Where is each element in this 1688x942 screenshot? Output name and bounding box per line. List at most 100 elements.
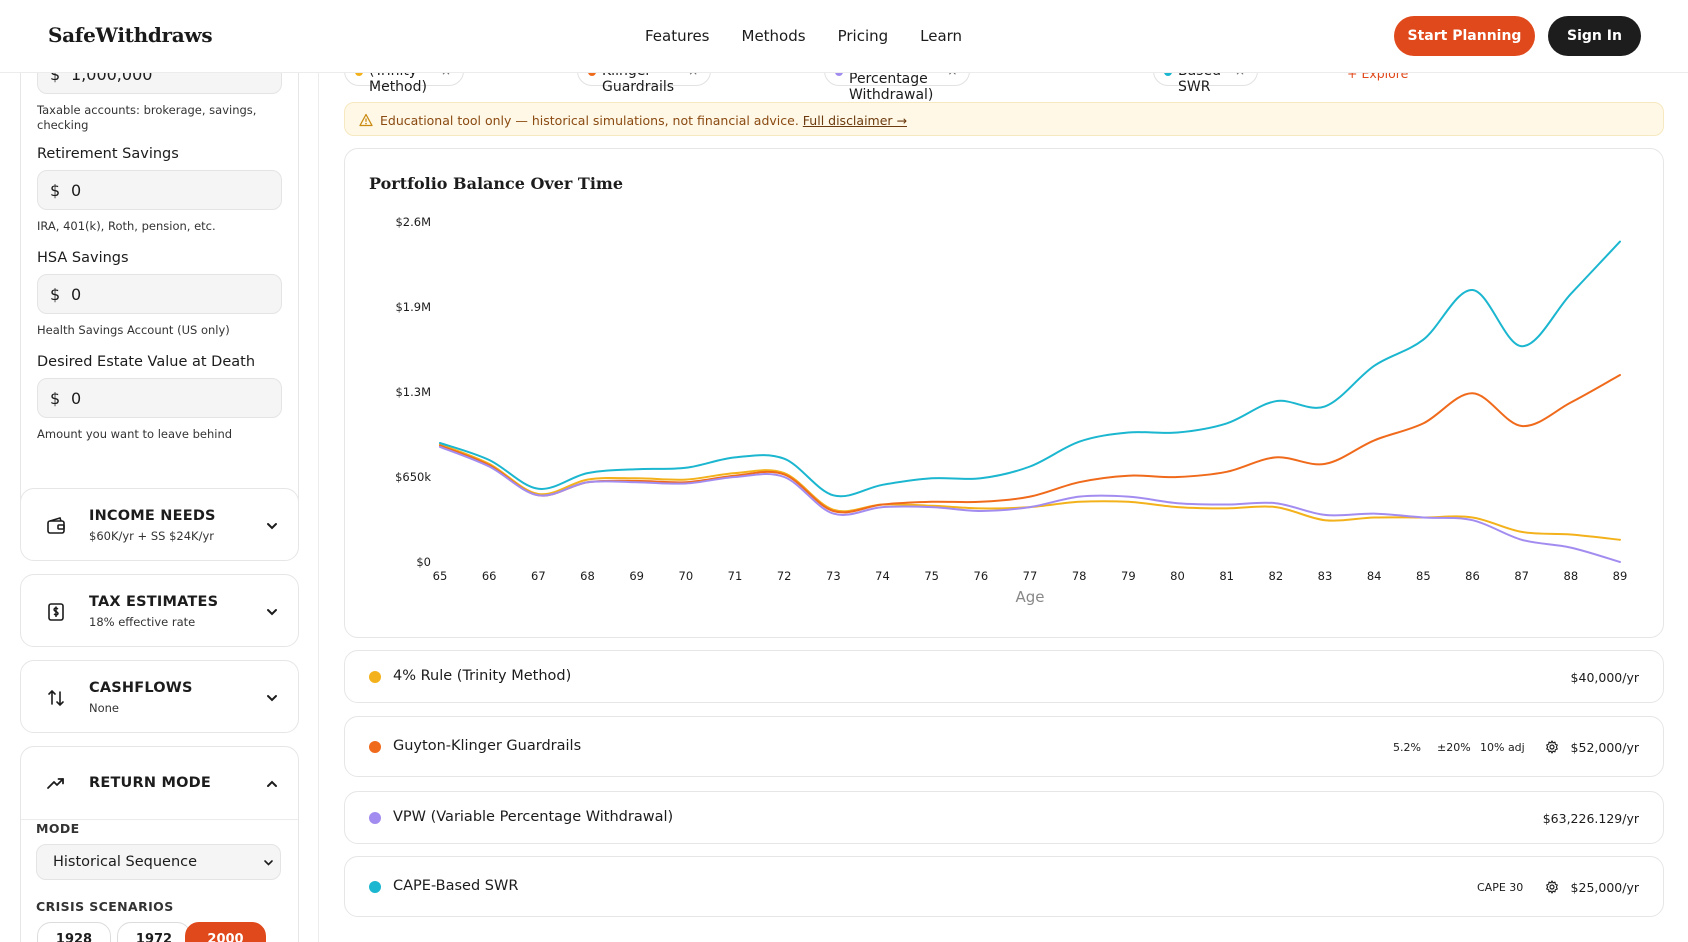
nav-overlay-left <box>0 0 320 73</box>
mode-select[interactable]: Historical Sequence <box>36 844 281 880</box>
currency-symbol: $ <box>50 73 61 84</box>
disclaimer-text-wrap: Educational tool only — historical simul… <box>380 113 907 128</box>
trending-up-icon <box>47 778 64 789</box>
chevron-down-icon[interactable] <box>265 605 279 619</box>
x-tick-label: 68 <box>580 569 595 583</box>
sign-in-button[interactable]: Sign In <box>1548 16 1641 56</box>
estate-value-input[interactable]: $ 0 <box>37 378 282 418</box>
x-tick-label: 75 <box>924 569 939 583</box>
x-tick-label: 78 <box>1072 569 1087 583</box>
currency-symbol: $ <box>50 285 61 304</box>
disclaimer-banner: Educational tool only — historical simul… <box>344 102 1664 136</box>
method-row-guyton-klinger[interactable]: Guyton-Klinger Guardrails 5.2% ±20% 10% … <box>344 716 1664 777</box>
retirement-savings-help: IRA, 401(k), Roth, pension, etc. <box>37 219 216 233</box>
hsa-savings-help: Health Savings Account (US only) <box>37 323 230 337</box>
retirement-savings-input[interactable]: $ 0 <box>37 170 282 210</box>
y-tick-label: $0 <box>416 555 431 569</box>
tax-estimates-section[interactable]: TAX ESTIMATES 18% effective rate <box>20 574 299 647</box>
start-planning-button[interactable]: Start Planning <box>1394 16 1535 56</box>
crisis-1972-button[interactable]: 1972 <box>117 922 191 942</box>
x-tick-label: 66 <box>482 569 497 583</box>
x-tick-label: 77 <box>1023 569 1038 583</box>
mode-select-value: Historical Sequence <box>53 854 198 870</box>
taxable-savings-value: 1,000,000 <box>71 73 153 84</box>
param-cape[interactable]: CAPE 30 <box>1477 881 1524 894</box>
chevron-down-icon[interactable] <box>265 691 279 705</box>
income-needs-title: INCOME NEEDS <box>89 508 216 524</box>
method-row-4-percent-rule[interactable]: 4% Rule (Trinity Method) $40,000/yr <box>344 650 1664 703</box>
y-tick-label: $2.6M <box>395 215 431 229</box>
retirement-savings-value: 0 <box>71 181 82 200</box>
param-guardrail[interactable]: ±20% <box>1437 741 1471 754</box>
sidebar[interactable]: $ 1,000,000 Taxable accounts: brokerage,… <box>0 73 319 942</box>
chevron-down-icon[interactable] <box>265 519 279 533</box>
x-tick-label: 73 <box>826 569 841 583</box>
warning-icon <box>359 113 373 127</box>
cashflows-section[interactable]: CASHFLOWS None <box>20 660 299 733</box>
top-nav-front: SafeWithdraws Features Methods Pricing L… <box>0 0 1688 73</box>
gear-icon[interactable] <box>1545 880 1559 894</box>
x-tick-label: 71 <box>728 569 743 583</box>
method-name: VPW (Variable Percentage Withdrawal) <box>393 809 674 825</box>
hsa-savings-input[interactable]: $ 0 <box>37 274 282 314</box>
x-tick-label: 80 <box>1170 569 1185 583</box>
estate-value-label: Desired Estate Value at Death <box>37 354 256 370</box>
color-dot <box>369 671 381 683</box>
series-line-vpw-variable-percentage-withdrawal[interactable] <box>439 445 1621 563</box>
method-name: CAPE-Based SWR <box>393 878 519 894</box>
crisis-2000-button[interactable]: 2000 <box>185 922 266 942</box>
gear-icon[interactable] <box>1545 740 1559 754</box>
x-tick-label: 65 <box>433 569 448 583</box>
x-tick-label: 86 <box>1465 569 1480 583</box>
retirement-savings-label: Retirement Savings <box>37 146 179 162</box>
crisis-scenarios-label: CRISIS SCENARIOS <box>36 899 174 914</box>
savings-card: $ 1,000,000 Taxable accounts: brokerage,… <box>20 73 299 548</box>
currency-symbol: $ <box>50 181 61 200</box>
nav-links: Features Methods Pricing Learn <box>645 27 994 45</box>
taxable-savings-input[interactable]: $ 1,000,000 <box>37 73 282 94</box>
tax-estimates-summary: 18% effective rate <box>89 615 196 629</box>
disclaimer-text: Educational tool only — historical simul… <box>380 113 799 128</box>
method-row-vpw[interactable]: VPW (Variable Percentage Withdrawal) $63… <box>344 791 1664 844</box>
nav-link-pricing[interactable]: Pricing <box>837 27 889 45</box>
return-mode-header[interactable]: RETURN MODE <box>21 747 298 820</box>
dollar-receipt-icon <box>48 603 64 621</box>
color-dot <box>369 881 381 893</box>
income-needs-section[interactable]: INCOME NEEDS $60K/yr + SS $24K/yr <box>20 488 299 561</box>
full-disclaimer-link[interactable]: Full disclaimer → <box>802 113 907 128</box>
withdrawal-rate: $25,000/yr <box>1570 880 1639 895</box>
x-tick-label: 74 <box>875 569 890 583</box>
nav-link-learn[interactable]: Learn <box>920 27 963 45</box>
x-tick-label: 89 <box>1613 569 1628 583</box>
mode-label: MODE <box>36 821 80 836</box>
brand-logo[interactable]: SafeWithdraws <box>48 23 213 47</box>
nav-link-methods[interactable]: Methods <box>741 27 806 45</box>
method-row-cape-swr[interactable]: CAPE-Based SWR CAPE 30 $25,000/yr <box>344 856 1664 917</box>
nav-link-features[interactable]: Features <box>645 27 710 45</box>
taxable-savings-help: Taxable accounts: brokerage, savings, ch… <box>37 103 257 132</box>
x-tick-label: 83 <box>1318 569 1333 583</box>
series-line-4-rule-trinity-method[interactable] <box>439 443 1621 541</box>
x-tick-label: 82 <box>1269 569 1284 583</box>
currency-symbol: $ <box>50 389 61 408</box>
crisis-1928-button[interactable]: 1928 <box>37 922 111 942</box>
cashflows-summary: None <box>89 701 120 715</box>
hsa-savings-label: HSA Savings <box>37 250 129 266</box>
x-tick-label: 84 <box>1367 569 1382 583</box>
y-tick-label: $650k <box>395 470 431 484</box>
param-rate[interactable]: 5.2% <box>1393 741 1421 754</box>
chart-title: Portfolio Balance Over Time <box>369 174 624 193</box>
hsa-savings-value: 0 <box>71 285 82 304</box>
wallet-icon <box>47 517 65 534</box>
x-tick-label: 69 <box>629 569 644 583</box>
color-dot <box>369 741 381 753</box>
series-line-cape-based-swr[interactable] <box>439 240 1621 498</box>
x-tick-label: 70 <box>679 569 694 583</box>
y-tick-label: $1.9M <box>395 300 431 314</box>
portfolio-balance-chart[interactable]: $0 $650k $1.3M $1.9M $2.6M 65 66 67 68 69 70 71 72 73… <box>345 149 1665 639</box>
chevron-up-icon[interactable] <box>265 777 279 791</box>
portfolio-chart-card: Portfolio Balance Over Time $0 $650k $1.3M… <box>344 148 1664 638</box>
series-line-guyton-klinger-guardrails[interactable] <box>439 374 1621 514</box>
param-adjustment[interactable]: 10% adj <box>1480 741 1525 754</box>
x-tick-label: 85 <box>1416 569 1431 583</box>
